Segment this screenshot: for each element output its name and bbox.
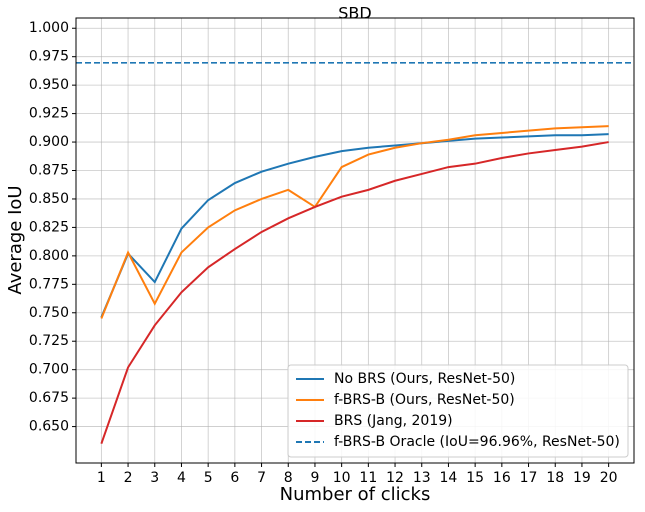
line-series: [100, 133, 609, 318]
y-tick-label: 0.975: [29, 49, 69, 65]
y-tick-label: 0.675: [29, 390, 69, 406]
y-tick-label: 0.650: [29, 419, 69, 435]
legend-label: BRS (Jang, 2019): [334, 413, 453, 429]
legend-label: f-BRS-B (Ours, ResNet-50): [334, 392, 515, 408]
x-tick-label: 18: [546, 470, 564, 486]
line-series: [100, 125, 609, 319]
legend-label: No BRS (Ours, ResNet-50): [334, 371, 515, 387]
x-tick-label: 16: [493, 470, 511, 486]
chart-title: SBD: [338, 4, 371, 23]
y-tick-label: 0.700: [29, 362, 69, 378]
y-tick-label: 0.850: [29, 191, 69, 207]
x-tick-label: 15: [466, 470, 484, 486]
x-tick-label: 14: [440, 470, 458, 486]
x-tick-label: 8: [284, 470, 293, 486]
x-tick-label: 19: [573, 470, 591, 486]
x-tick-label: 6: [230, 470, 239, 486]
x-tick-label: 20: [600, 470, 618, 486]
x-tick-label: 1: [97, 470, 106, 486]
y-tick-label: 0.800: [29, 248, 69, 264]
y-tick-label: 0.925: [29, 106, 69, 122]
x-tick-label: 9: [310, 470, 319, 486]
x-tick-label: 11: [359, 470, 377, 486]
y-tick-label: 0.750: [29, 305, 69, 321]
x-tick-label: 12: [386, 470, 404, 486]
x-axis-label: Number of clicks: [280, 484, 431, 505]
x-tick-label: 17: [520, 470, 538, 486]
x-tick-label: 7: [257, 470, 266, 486]
plot-frame: [75, 17, 635, 464]
x-tick-label: 13: [413, 470, 431, 486]
y-axis-label: Average IoU: [5, 185, 26, 294]
y-tick-label: 0.875: [29, 163, 69, 179]
x-tick-label: 10: [333, 470, 351, 486]
legend-label: f-BRS-B Oracle (IoU=96.96%, ResNet-50): [334, 434, 620, 450]
x-tick-label: 2: [124, 470, 133, 486]
y-tick-label: 0.900: [29, 134, 69, 150]
line-series: [100, 141, 609, 444]
x-tick-label: 4: [177, 470, 186, 486]
y-tick-label: 0.775: [29, 276, 69, 292]
y-tick-label: 0.725: [29, 333, 69, 349]
y-tick-label: 0.825: [29, 219, 69, 235]
y-tick-label: 0.950: [29, 77, 69, 93]
x-tick-label: 3: [150, 470, 159, 486]
y-tick-label: 1.000: [29, 20, 69, 36]
x-tick-label: 5: [204, 470, 213, 486]
legend-box: [287, 364, 629, 458]
